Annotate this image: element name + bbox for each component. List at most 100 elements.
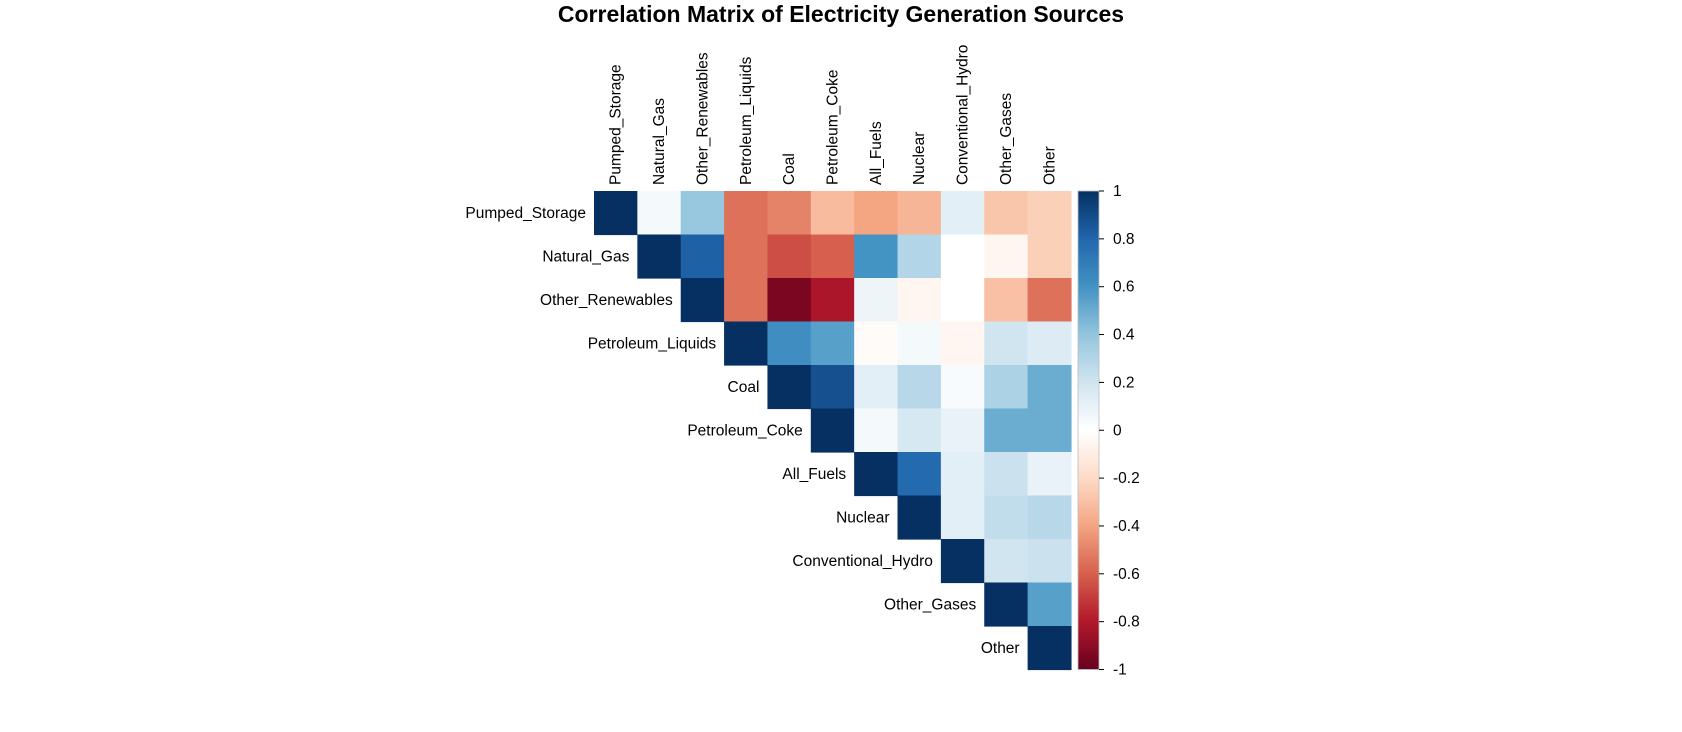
heatmap-cell-Other_Renewables-Petroleum_Liquids [724, 278, 769, 323]
heatmap-cell-Petroleum_Liquids-Nuclear [897, 321, 942, 366]
heatmap-cell-Other_Renewables-Coal [767, 278, 812, 323]
heatmap-cell-All_Fuels-All_Fuels [854, 452, 899, 497]
row-label: Conventional_Hydro [792, 553, 932, 570]
heatmap-cell-Other_Renewables-Other [1027, 278, 1072, 323]
heatmap-cell-Petroleum_Coke-Nuclear [897, 408, 942, 453]
heatmap-cell-Petroleum_Liquids-Other_Gases [984, 321, 1029, 366]
row-label: Other_Gases [884, 596, 976, 613]
column-label: Petroleum_Coke [824, 70, 841, 185]
colorbar-tick-label: -1 [1113, 662, 1127, 679]
row-label: Nuclear [836, 509, 889, 526]
column-label: Other_Gases [998, 93, 1015, 185]
column-label: Coal [781, 153, 798, 185]
colorbar-tick-label: -0.6 [1113, 566, 1140, 583]
heatmap-cell-Natural_Gas-Petroleum_Coke [810, 234, 855, 279]
heatmap-cell-Coal-Coal [767, 365, 812, 410]
heatmap-cell-Petroleum_Coke-Conventional_Hydro [940, 408, 985, 453]
column-labels: Pumped_Storage Natural_Gas Other_Renewable… [608, 45, 1059, 185]
heatmap-cell-Coal-Petroleum_Coke [810, 365, 855, 410]
colorbar-tick-label: 0.8 [1113, 231, 1135, 248]
heatmap-cell-Other_Renewables-Other_Gases [984, 278, 1029, 323]
heatmap-cell-Other_Renewables-All_Fuels [854, 278, 899, 323]
heatmap-cell-Coal-Other_Gases [984, 365, 1029, 410]
heatmap-cell-Natural_Gas-Petroleum_Liquids [724, 234, 769, 279]
heatmap-cell-All_Fuels-Other_Gases [984, 452, 1029, 497]
colorbar-tick-label: -0.4 [1113, 518, 1140, 535]
heatmap-cell-Other_Renewables-Other_Renewables [680, 278, 725, 323]
heatmap-cell-Petroleum_Liquids-All_Fuels [854, 321, 899, 366]
colorbar-gradient [1078, 191, 1099, 670]
heatmap-cell-Other_Renewables-Petroleum_Coke [810, 278, 855, 323]
heatmap-cell-Pumped_Storage-Coal [767, 191, 812, 236]
heatmap-cell-Natural_Gas-Nuclear [897, 234, 942, 279]
heatmap-cell-Natural_Gas-Other_Renewables [680, 234, 725, 279]
heatmap-cell-Nuclear-Other_Gases [984, 495, 1029, 540]
heatmap-cell-Nuclear-Other [1027, 495, 1072, 540]
chart-title: Correlation Matrix of Electricity Genera… [558, 1, 1124, 27]
heatmap-cell-All_Fuels-Nuclear [897, 452, 942, 497]
heatmap-cell-Pumped_Storage-Other_Gases [984, 191, 1029, 236]
heatmap-cell-Natural_Gas-All_Fuels [854, 234, 899, 279]
heatmap-cell-Pumped_Storage-Pumped_Storage [594, 191, 638, 236]
column-label: Other [1041, 146, 1058, 185]
heatmap-cell-Natural_Gas-Natural_Gas [637, 234, 682, 279]
heatmap-cell-Conventional_Hydro-Conventional_Hydro [940, 539, 985, 584]
column-label: Conventional_Hydro [955, 45, 972, 185]
heatmap-cell-Pumped_Storage-Petroleum_Coke [810, 191, 855, 236]
heatmap-cell-Natural_Gas-Conventional_Hydro [940, 234, 985, 279]
colorbar-legend: 1 0.8 0.6 0.4 0.2 0 -0.2 -0.4 -0.6 -0.8 -1 [1077, 183, 1140, 679]
heatmap-cell-Pumped_Storage-Nuclear [897, 191, 942, 236]
heatmap-cell-Petroleum_Liquids-Other [1027, 321, 1072, 366]
colorbar-tick-label: 0.4 [1113, 327, 1135, 344]
row-label: Natural_Gas [542, 248, 629, 265]
heatmap-cell-Pumped_Storage-Other [1027, 191, 1072, 236]
row-labels: Pumped_Storage Natural_Gas Other_Renewable… [465, 205, 1019, 657]
heatmap-cell-Pumped_Storage-Petroleum_Liquids [724, 191, 769, 236]
heatmap-cell-All_Fuels-Other [1027, 452, 1072, 497]
heatmap-cell-Petroleum_Coke-Other_Gases [984, 408, 1029, 453]
heatmap-cell-Coal-Nuclear [897, 365, 942, 410]
colorbar-tick-label: -0.8 [1113, 614, 1140, 631]
heatmap-cell-Petroleum_Liquids-Petroleum_Coke [810, 321, 855, 366]
heatmap-cell-Petroleum_Liquids-Petroleum_Liquids [724, 321, 769, 366]
column-label: Other_Renewables [694, 52, 711, 185]
heatmap-cell-Petroleum_Coke-All_Fuels [854, 408, 899, 453]
heatmap-cell-Coal-Other [1027, 365, 1072, 410]
heatmap-cell-Petroleum_Coke-Other [1027, 408, 1072, 453]
column-label: Pumped_Storage [608, 64, 625, 185]
heatmap-cell-Conventional_Hydro-Other_Gases [984, 539, 1029, 584]
heatmap-cell-Pumped_Storage-Conventional_Hydro [940, 191, 985, 236]
row-label: Pumped_Storage [465, 205, 586, 222]
row-label: Coal [728, 379, 760, 396]
heatmap-cell-Petroleum_Liquids-Coal [767, 321, 812, 366]
column-label: Nuclear [911, 132, 928, 185]
heatmap-cell-Other_Renewables-Conventional_Hydro [940, 278, 985, 323]
heatmap-cell-All_Fuels-Conventional_Hydro [940, 452, 985, 497]
colorbar-tick-label: 0 [1113, 422, 1122, 439]
row-label: Petroleum_Liquids [588, 335, 717, 352]
heatmap-cells [594, 191, 1072, 671]
heatmap-cell-Natural_Gas-Other [1027, 234, 1072, 279]
heatmap-cell-Nuclear-Conventional_Hydro [940, 495, 985, 540]
heatmap-cell-Nuclear-Nuclear [897, 495, 942, 540]
heatmap-cell-Petroleum_Coke-Petroleum_Coke [810, 408, 855, 453]
heatmap-cell-Pumped_Storage-Natural_Gas [637, 191, 682, 236]
colorbar-tick-label: 0.2 [1113, 374, 1135, 391]
heatmap-cell-Other_Gases-Other_Gases [984, 582, 1029, 627]
heatmap-cell-Pumped_Storage-All_Fuels [854, 191, 899, 236]
colorbar-tick-label: -0.2 [1113, 470, 1140, 487]
colorbar-tick-label: 0.6 [1113, 279, 1135, 296]
heatmap-cell-Natural_Gas-Coal [767, 234, 812, 279]
row-label: All_Fuels [782, 466, 846, 483]
row-label: Other [981, 640, 1020, 657]
heatmap-cell-Petroleum_Liquids-Conventional_Hydro [940, 321, 985, 366]
heatmap-cell-Other_Renewables-Nuclear [897, 278, 942, 323]
heatmap-cell-Other_Gases-Other [1027, 582, 1072, 627]
heatmap-cell-Coal-All_Fuels [854, 365, 899, 410]
row-label: Other_Renewables [540, 292, 673, 309]
heatmap-cell-Conventional_Hydro-Other [1027, 539, 1072, 584]
heatmap-cell-Coal-Conventional_Hydro [940, 365, 985, 410]
heatmap-cell-Pumped_Storage-Other_Renewables [680, 191, 725, 236]
heatmap-cell-Other-Other [1027, 626, 1072, 671]
